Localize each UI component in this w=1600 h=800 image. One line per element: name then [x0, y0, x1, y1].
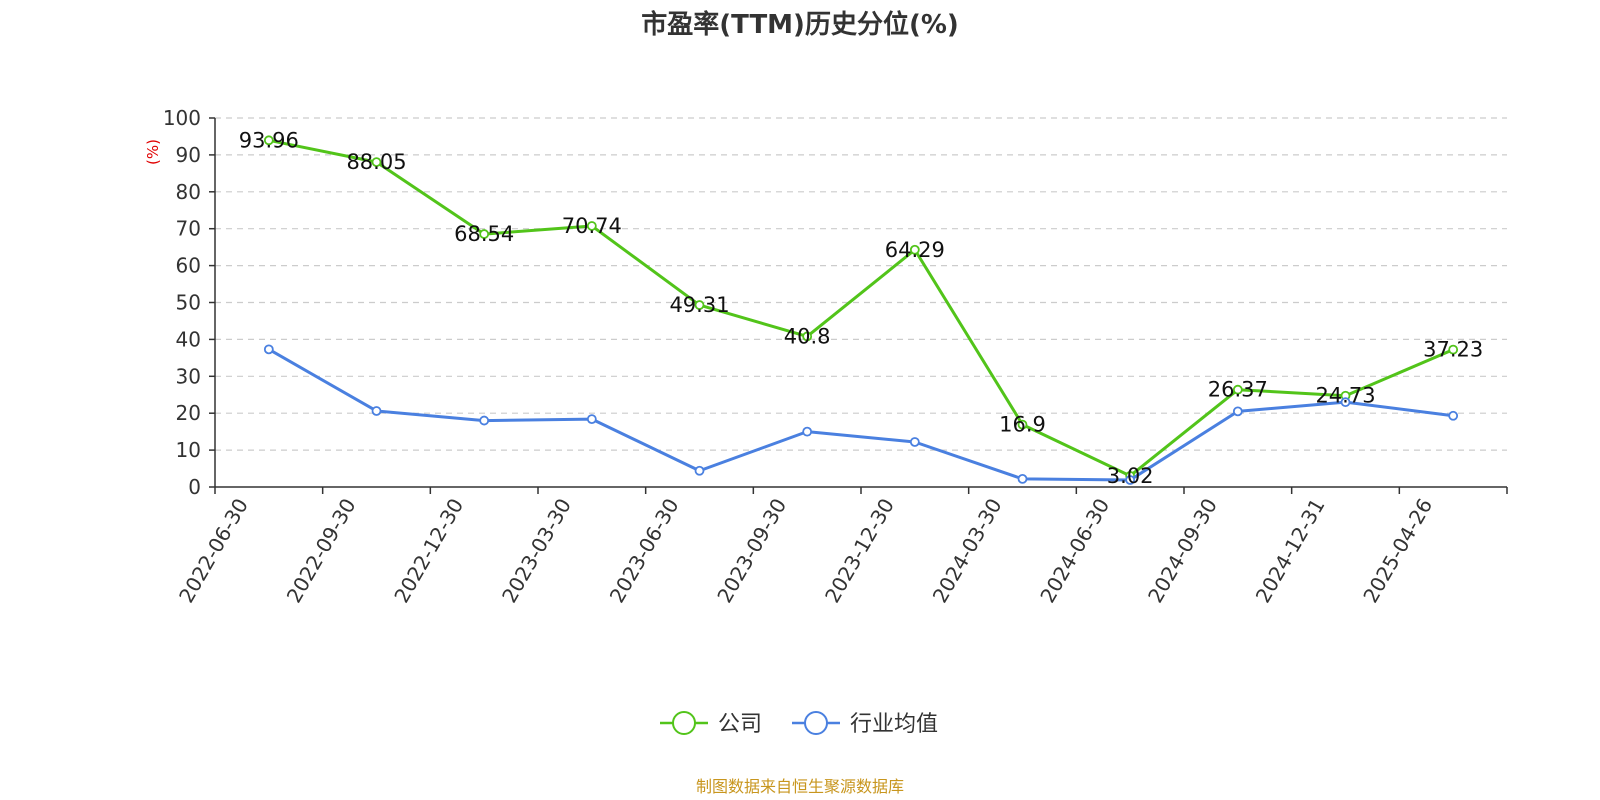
- y-tick-label: 20: [176, 401, 201, 425]
- x-tick-label: 2024-06-30: [1035, 494, 1114, 607]
- y-tick-label: 60: [176, 254, 201, 278]
- data-point[interactable]: [694, 465, 705, 476]
- data-point[interactable]: [263, 135, 274, 146]
- data-point[interactable]: [479, 415, 490, 426]
- series-line: [268, 348, 1454, 482]
- data-point[interactable]: [694, 300, 705, 310]
- x-tick-label: 2022-06-30: [174, 494, 253, 607]
- x-tick-label: 2023-12-30: [820, 494, 899, 607]
- x-tick-label: 2023-03-30: [497, 494, 576, 607]
- grid-lines: [215, 117, 1507, 451]
- x-tick-label: 2024-09-30: [1143, 494, 1222, 607]
- y-tick-label: 80: [176, 180, 201, 204]
- x-tick-label: 2023-09-30: [712, 494, 791, 607]
- data-point[interactable]: [1017, 419, 1028, 430]
- y-tick-label: 50: [176, 291, 201, 315]
- series-1: [263, 135, 1459, 481]
- data-point[interactable]: [1232, 384, 1243, 395]
- data-label: 93.96: [239, 128, 299, 152]
- series-2: [263, 344, 1459, 485]
- data-point[interactable]: [1125, 475, 1136, 485]
- x-tick-label: 2024-12-31: [1251, 494, 1330, 607]
- data-point[interactable]: [802, 426, 813, 437]
- data-point[interactable]: [802, 331, 813, 342]
- data-point[interactable]: [1448, 410, 1459, 421]
- data-label: 88.05: [346, 150, 406, 174]
- data-point[interactable]: [909, 437, 920, 447]
- data-label: 70.74: [562, 214, 622, 238]
- data-label: 40.8: [784, 324, 831, 348]
- y-tick-label: 40: [176, 327, 201, 351]
- data-point[interactable]: [909, 244, 920, 255]
- data-point[interactable]: [371, 406, 382, 416]
- x-tick-label: 2025-04-26: [1358, 494, 1437, 607]
- data-point[interactable]: [1340, 397, 1351, 408]
- y-tick-label: 10: [176, 438, 201, 462]
- data-point[interactable]: [1232, 406, 1243, 417]
- data-point[interactable]: [586, 414, 597, 425]
- data-label: 26.37: [1208, 378, 1268, 402]
- y-tick-label: 70: [176, 217, 201, 241]
- data-label: 68.54: [454, 222, 514, 246]
- x-tick-label: 2024-03-30: [928, 494, 1007, 607]
- series-lines: [263, 135, 1459, 485]
- axes: 0 10 20 30 40 50 60 70 80 90 100 2022-06-30 2022-09-…: [163, 106, 1508, 607]
- y-tick-label: 0: [188, 475, 201, 499]
- legend-label: 公司: [718, 712, 762, 737]
- data-label: 3.02: [1107, 464, 1154, 488]
- x-tick-label: 2022-09-30: [282, 494, 361, 607]
- data-label: 24.73: [1315, 384, 1375, 408]
- legend-item-2[interactable]: 行业均值: [792, 711, 938, 737]
- legend-item-1[interactable]: 公司: [660, 711, 762, 737]
- data-point[interactable]: [1017, 473, 1028, 484]
- x-tick-label: 2022-12-30: [389, 494, 468, 607]
- data-label: 16.9: [999, 413, 1046, 437]
- legend-label: 行业均值: [850, 712, 938, 737]
- data-point[interactable]: [479, 229, 490, 239]
- data-labels: 93.96 88.05 68.54 70.74 49.31 40.8 64.29 16.9 3.…: [239, 128, 1483, 488]
- data-point[interactable]: [586, 221, 597, 231]
- legend[interactable]: 公司 行业均值: [660, 711, 938, 737]
- data-label: 49.31: [669, 293, 729, 317]
- source-note: 制图数据来自恒生聚源数据库: [696, 777, 904, 796]
- chart-title: 市盈率(TTM)历史分位(%): [641, 9, 959, 40]
- legend-marker: [804, 711, 828, 735]
- y-axis-unit-label: (%): [144, 139, 162, 165]
- data-point[interactable]: [1448, 344, 1459, 355]
- y-tick-label: 30: [176, 364, 201, 388]
- y-tick-label: 100: [163, 106, 201, 130]
- data-point[interactable]: [263, 344, 274, 355]
- legend-marker: [672, 711, 696, 735]
- y-tick-label: 90: [176, 143, 201, 167]
- data-label: 64.29: [885, 238, 945, 262]
- data-point[interactable]: [371, 157, 382, 167]
- series-line: [268, 138, 1454, 478]
- data-label: 37.23: [1423, 338, 1483, 362]
- x-tick-label: 2023-06-30: [605, 494, 684, 607]
